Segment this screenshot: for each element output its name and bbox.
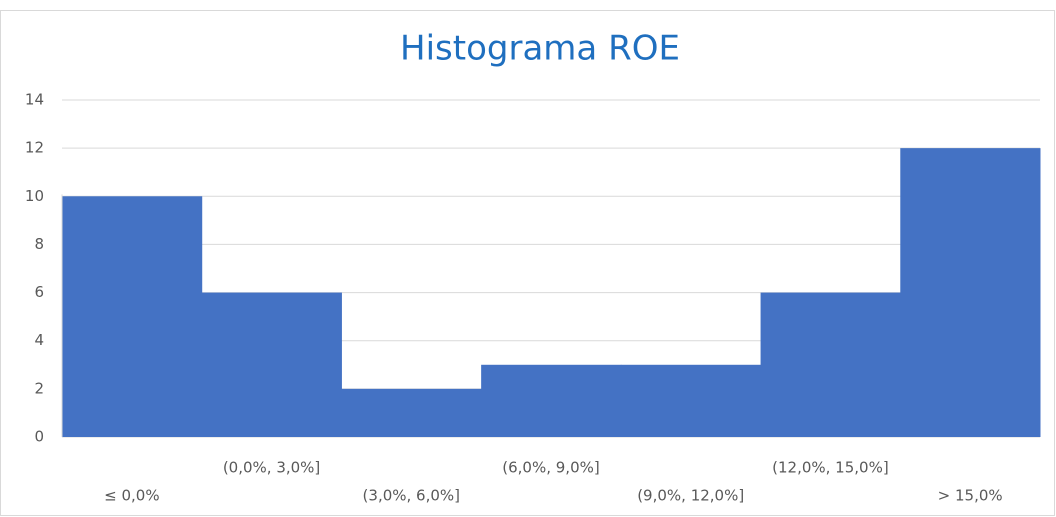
- y-tick-label: 8: [34, 235, 44, 253]
- y-tick-label: 14: [25, 91, 44, 109]
- x-tick-label: (0,0%, 3,0%]: [223, 459, 320, 477]
- x-tick-label: ≤ 0,0%: [104, 487, 159, 505]
- bar: [341, 388, 482, 437]
- y-tick-label: 2: [34, 379, 44, 397]
- y-tick-label: 12: [25, 139, 44, 157]
- chart-title: Histograma ROE: [400, 29, 680, 69]
- x-tick-label: (12,0%, 15,0%]: [772, 459, 889, 477]
- x-tick-label: (3,0%, 6,0%]: [363, 487, 460, 505]
- bar: [62, 196, 203, 437]
- y-tick-label: 6: [34, 283, 44, 301]
- y-tick-label: 4: [34, 331, 44, 349]
- x-tick-label: (9,0%, 12,0%]: [637, 487, 744, 505]
- bar: [620, 364, 762, 437]
- bar: [760, 292, 901, 437]
- x-tick-label: (6,0%, 9,0%]: [502, 459, 599, 477]
- y-tick-label: 10: [25, 187, 44, 205]
- y-tick-label: 0: [34, 428, 44, 446]
- bar: [900, 148, 1041, 437]
- bar: [201, 292, 342, 437]
- bar: [481, 364, 622, 437]
- x-tick-label: > 15,0%: [938, 487, 1003, 505]
